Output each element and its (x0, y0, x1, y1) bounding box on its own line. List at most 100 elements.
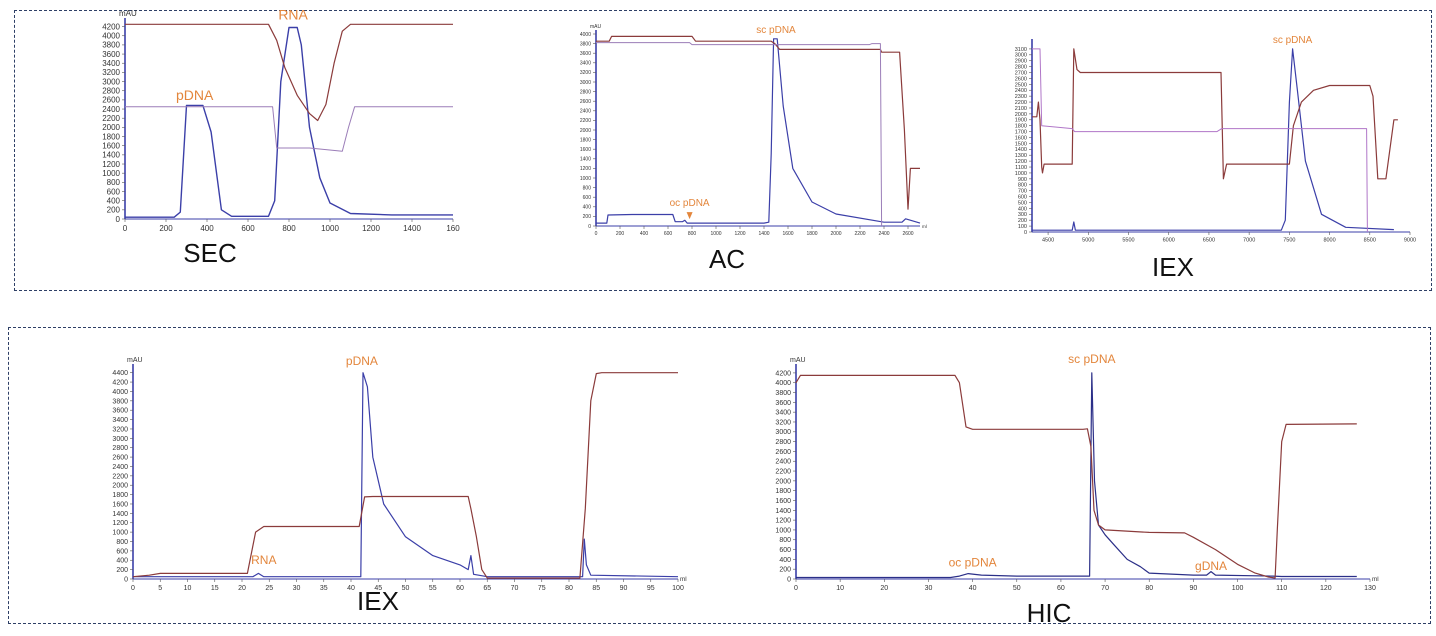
y-tick-label: 3400 (102, 59, 120, 68)
y-tick-label: 2000 (102, 123, 120, 132)
y-tick-label: 2400 (1015, 88, 1027, 94)
x-tick-label: 1400 (403, 224, 421, 233)
x-tick-label: 80 (1145, 585, 1153, 592)
x-tick-label: 30 (925, 585, 933, 592)
bottom-group-frame (8, 327, 1431, 624)
series-line-2 (1032, 48, 1368, 233)
y-tick-label: 0 (1024, 230, 1027, 236)
y-tick-label: 3800 (775, 390, 791, 397)
y-tick-label: 1800 (580, 137, 591, 143)
y-tick-label: 4000 (580, 32, 591, 38)
y-tick-label: 200 (107, 206, 121, 215)
y-tick-label: 600 (583, 195, 592, 201)
sec-caption: SEC (183, 238, 237, 268)
x-tick-label: 95 (647, 585, 655, 592)
series-line-2 (125, 106, 453, 152)
x-tick-label: 20 (238, 585, 246, 592)
y-tick-label: 1600 (112, 501, 128, 508)
y-tick-label: 2800 (112, 445, 128, 452)
y-axis-label: mAU (127, 357, 143, 364)
x-tick-label: 85 (592, 585, 600, 592)
iex-bottom-caption: IEX (357, 586, 399, 616)
y-tick-label: 2400 (775, 459, 791, 466)
x-tick-label: 100 (672, 585, 684, 592)
y-tick-label: 3800 (580, 41, 591, 47)
y-tick-label: 3600 (102, 50, 120, 59)
x-tick-label: 90 (1189, 585, 1197, 592)
x-tick-label: 5000 (1082, 238, 1094, 244)
y-tick-label: 200 (583, 214, 592, 220)
y-axis-label: mAU (119, 9, 137, 18)
y-tick-label: 3000 (112, 436, 128, 443)
x-tick-label: 120 (1320, 585, 1332, 592)
y-tick-label: 3400 (775, 410, 791, 417)
y-tick-label: 900 (1018, 177, 1027, 183)
y-tick-label: 1600 (102, 141, 120, 150)
y-tick-label: 0 (588, 224, 591, 230)
y-tick-label: 100 (1018, 224, 1027, 230)
chart-svg: 0100200300400500600700800900100011001200… (1015, 35, 1416, 244)
y-tick-label: 1200 (775, 518, 791, 525)
x-tick-label: 1200 (362, 224, 380, 233)
y-tick-label: 2300 (1015, 94, 1027, 100)
series-line-0 (125, 26, 453, 218)
y-tick-label: 1400 (775, 508, 791, 515)
y-tick-label: 3100 (1015, 47, 1027, 53)
y-tick-label: 1400 (112, 511, 128, 518)
y-tick-label: 1600 (1015, 135, 1027, 141)
x-tick-label: 600 (664, 231, 673, 237)
y-tick-label: 2800 (102, 87, 120, 96)
x-tick-label: 70 (511, 585, 519, 592)
x-tick-label: 200 (159, 224, 173, 233)
y-tick-label: 3800 (112, 398, 128, 405)
y-tick-label: 4200 (775, 370, 791, 377)
x-tick-label: 60 (1057, 585, 1065, 592)
x-unit-label: ml (680, 576, 687, 583)
y-tick-label: 1000 (1015, 171, 1027, 177)
x-tick-label: 40 (969, 585, 977, 592)
x-tick-label: 15 (211, 585, 219, 592)
x-tick-label: 50 (402, 585, 410, 592)
y-tick-label: 2200 (1015, 100, 1027, 106)
x-tick-label: 8000 (1323, 238, 1335, 244)
y-tick-label: 800 (779, 537, 791, 544)
y-tick-label: 3200 (580, 70, 591, 76)
y-tick-label: 1000 (102, 169, 120, 178)
x-tick-label: 110 (1276, 585, 1287, 592)
x-tick-label: 40 (347, 585, 355, 592)
y-tick-label: 2500 (1015, 82, 1027, 88)
y-tick-label: 200 (116, 567, 128, 574)
y-tick-label: 1800 (112, 492, 128, 499)
x-tick-label: 90 (620, 585, 628, 592)
y-tick-label: 3400 (580, 61, 591, 67)
y-tick-label: 2200 (775, 468, 791, 475)
x-tick-label: 5500 (1122, 238, 1134, 244)
annotation-label: pDNA (346, 354, 378, 368)
x-tick-label: 1000 (710, 231, 721, 237)
y-tick-label: 2000 (112, 483, 128, 490)
y-tick-label: 800 (116, 539, 128, 546)
y-tick-label: 2000 (580, 128, 591, 134)
y-tick-label: 2400 (112, 464, 128, 471)
y-tick-label: 2200 (580, 118, 591, 124)
y-tick-label: 1600 (775, 498, 791, 505)
y-tick-label: 600 (116, 548, 128, 555)
iex-bottom-chart-panel: mAU 0 200 400 600 800 1000 1200 1400 1600 1800 2000… (98, 350, 688, 595)
y-tick-label: 500 (1018, 200, 1027, 206)
y-tick-label: 2400 (102, 105, 120, 114)
y-tick-label: 3400 (112, 417, 128, 424)
x-tick-label: 800 (688, 231, 697, 237)
x-tick-label: 0 (123, 224, 128, 233)
oc-pdna-arrow (686, 212, 693, 220)
x-tick-label: 10 (184, 585, 192, 592)
y-tick-label: 1400 (1015, 147, 1027, 153)
y-tick-label: 1600 (580, 147, 591, 153)
x-tick-label: 50 (1013, 585, 1021, 592)
x-tick-label: 70 (1101, 585, 1109, 592)
y-tick-label: 1800 (1015, 124, 1027, 130)
y-tick-label: 3000 (775, 429, 791, 436)
x-tick-label: 2000 (830, 231, 841, 237)
y-tick-label: 300 (1018, 212, 1027, 218)
series-line-1 (132, 372, 678, 579)
x-tick-label: 1400 (758, 231, 769, 237)
